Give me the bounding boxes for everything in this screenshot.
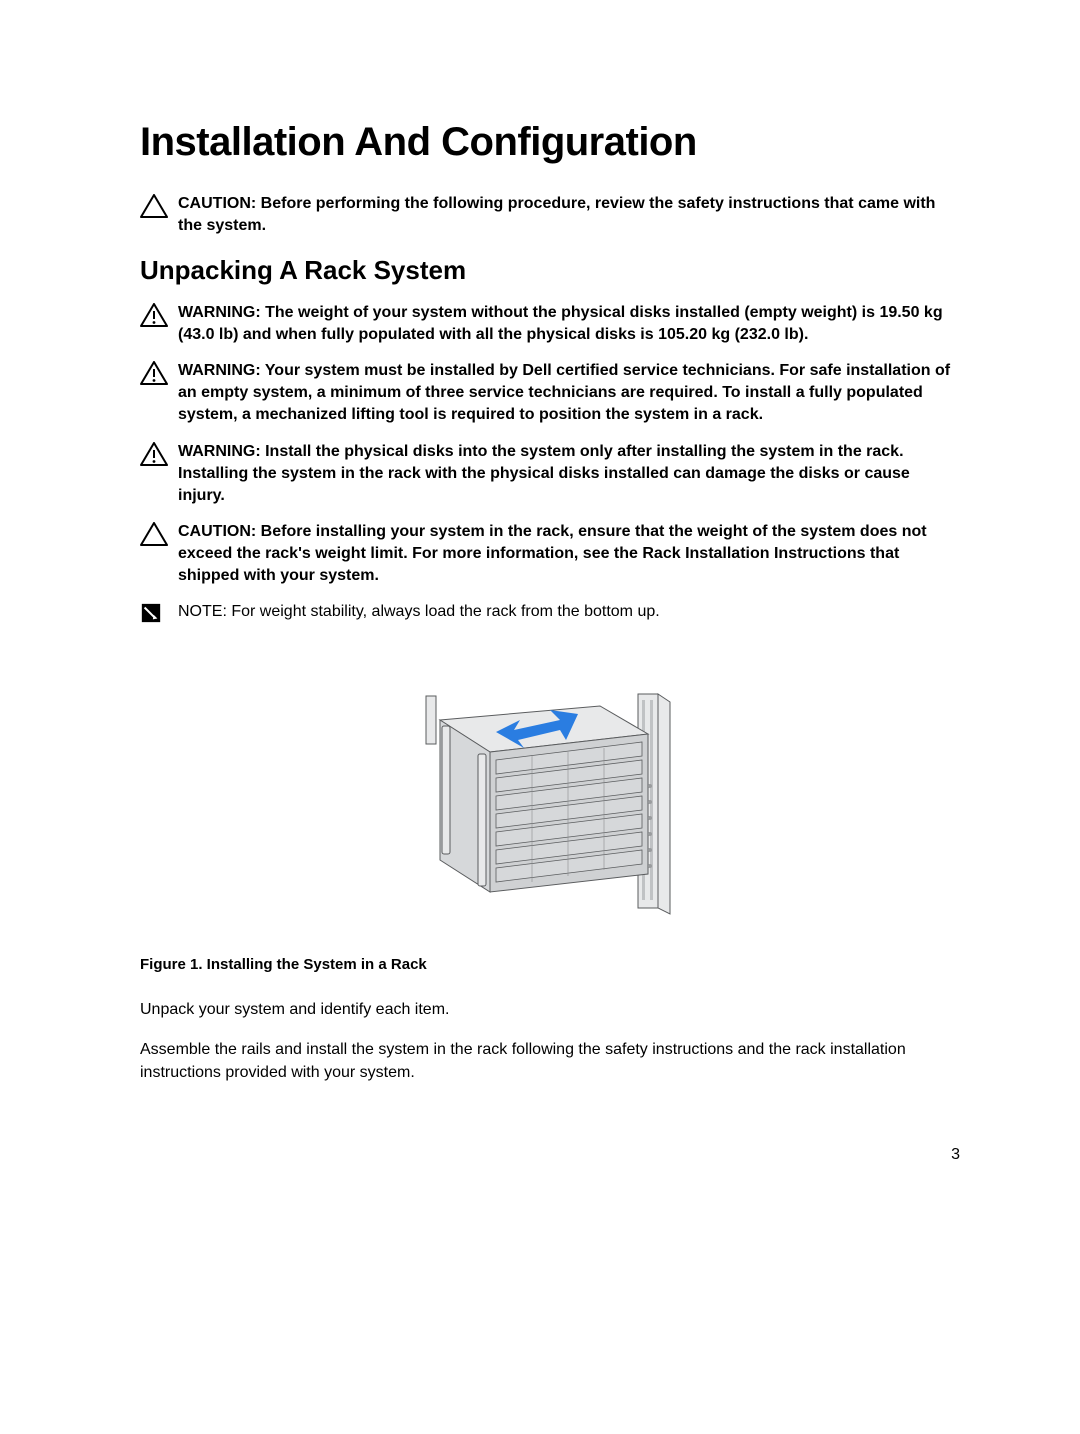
notice-text: CAUTION: Before installing your system i… [178,521,960,587]
note-notice: NOTE: For weight stability, always load … [140,601,960,626]
caution-icon [140,522,168,546]
notice-body: Install the physical disks into the syst… [178,443,910,504]
warning-notice: WARNING: The weight of your system witho… [140,302,960,346]
notice-label: WARNING: [178,362,265,379]
warning-icon [140,361,168,385]
notice-body: Before performing the following procedur… [178,195,935,234]
body-paragraph: Unpack your system and identify each ite… [140,999,960,1021]
notice-body: Your system must be installed by Dell ce… [178,362,950,423]
note-icon [140,602,168,626]
notice-text: WARNING: Your system must be installed b… [178,360,960,426]
notice-body: The weight of your system without the ph… [178,304,943,343]
warning-icon [140,442,168,466]
warning-notice: WARNING: Install the physical disks into… [140,441,960,507]
notice-text: NOTE: For weight stability, always load … [178,601,960,623]
notice-text: WARNING: The weight of your system witho… [178,302,960,346]
figure-caption: Figure 1. Installing the System in a Rac… [140,956,960,973]
notice-label: CAUTION: [178,195,261,212]
notice-label: CAUTION: [178,523,261,540]
caution-notice: CAUTION: Before installing your system i… [140,521,960,587]
page-title: Installation And Configuration [140,120,960,165]
warning-icon [140,303,168,327]
notice-label: NOTE: [178,603,231,620]
notice-text: CAUTION: Before performing the following… [178,193,960,237]
body-paragraph: Assemble the rails and install the syste… [140,1039,960,1084]
page-number: 3 [951,1146,960,1164]
rack-install-illustration [400,686,700,916]
notice-label: WARNING: [178,304,265,321]
section-heading: Unpacking A Rack System [140,255,960,286]
notice-text: WARNING: Install the physical disks into… [178,441,960,507]
notice-body: Before installing your system in the rac… [178,523,927,584]
notice-label: WARNING: [178,443,265,460]
warning-notice: WARNING: Your system must be installed b… [140,360,960,426]
caution-icon [140,194,168,218]
figure [140,686,960,916]
caution-notice: CAUTION: Before performing the following… [140,193,960,237]
notice-body: For weight stability, always load the ra… [231,603,659,620]
